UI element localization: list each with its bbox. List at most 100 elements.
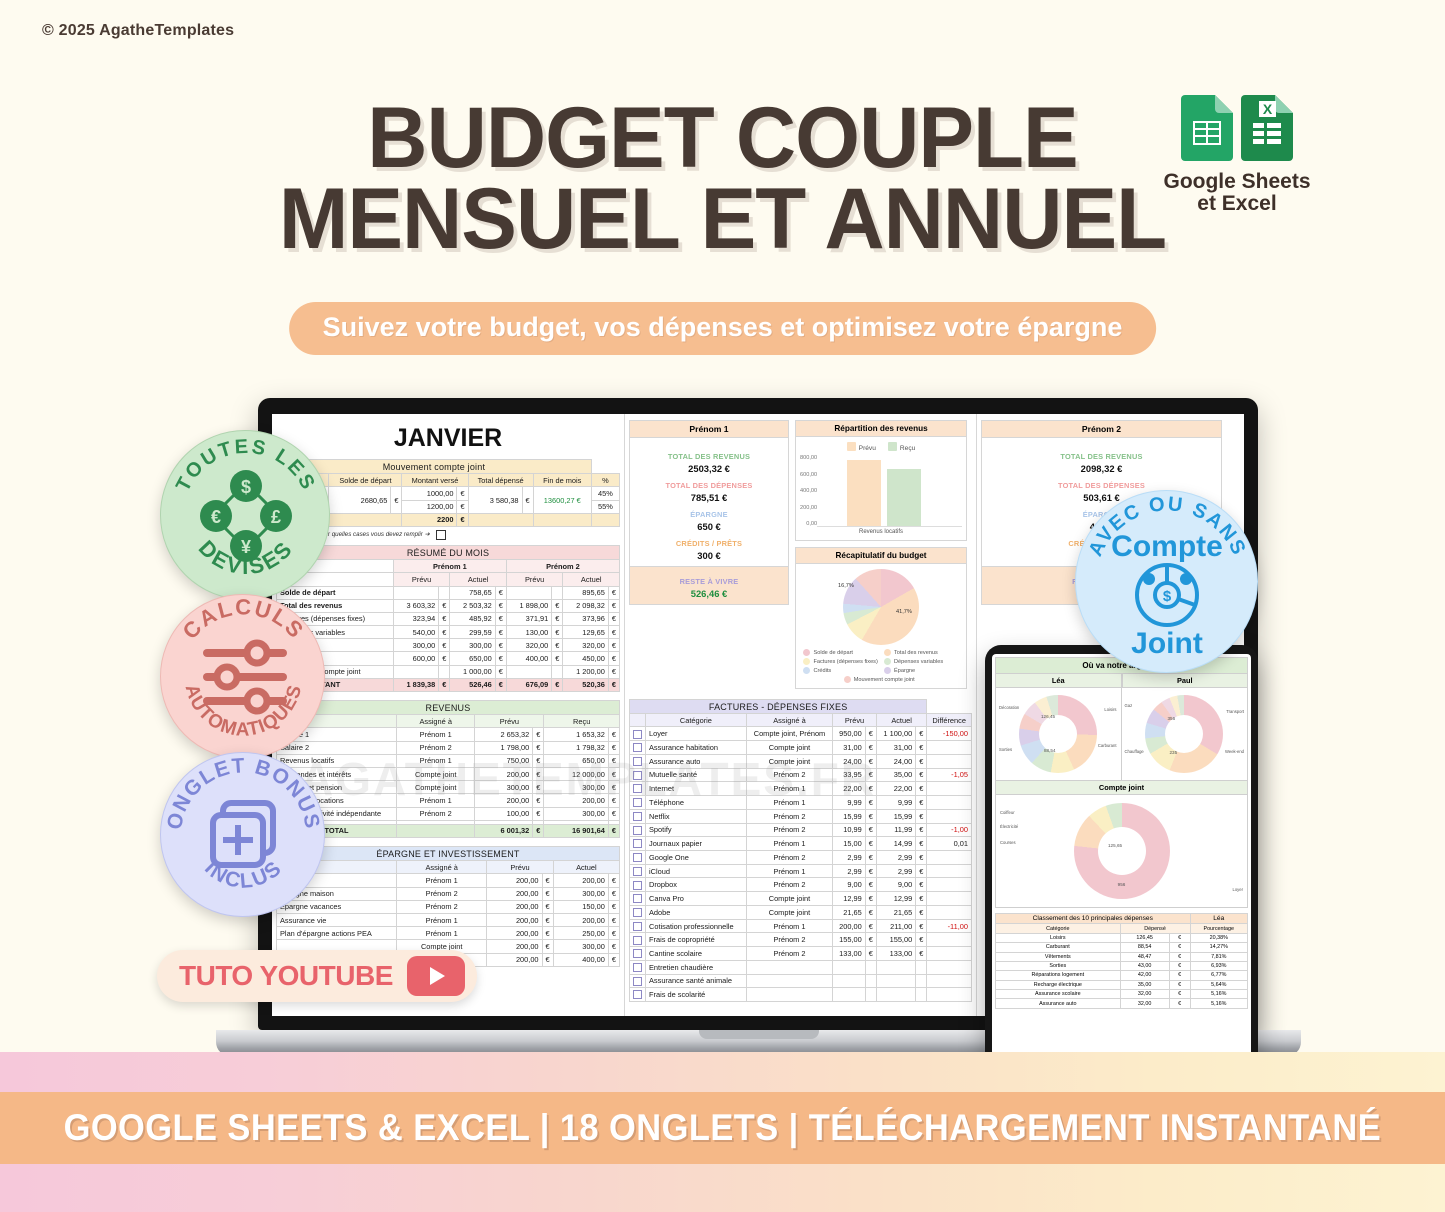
revenus-col-recu[interactable]: Reçu bbox=[543, 714, 620, 729]
table-cell: 9,00 bbox=[875, 877, 917, 893]
donut-paul-label-chauffage: Chauffage bbox=[1124, 749, 1144, 754]
table-cell: Loyer bbox=[645, 726, 747, 742]
table-row: Carburant 88,54 €14,27% bbox=[995, 942, 1249, 953]
row-checkbox[interactable] bbox=[629, 973, 646, 989]
axis-tick-label: 600,00 bbox=[800, 471, 818, 478]
col-total-depense[interactable]: Total dépensé bbox=[467, 473, 534, 488]
table-cell: 450,00 bbox=[562, 651, 609, 666]
summary-item-label: CRÉDITS / PRÊTS bbox=[675, 539, 743, 548]
row-checkbox[interactable] bbox=[629, 808, 646, 824]
badge-joint-line1: Compte bbox=[1111, 530, 1223, 563]
summary-item-value: 2503,32 € bbox=[688, 463, 730, 474]
table-cell bbox=[864, 987, 877, 1003]
table-cell: 750,00 bbox=[474, 753, 534, 768]
col-pct[interactable]: % bbox=[590, 473, 621, 488]
table-cell: Prénom 2 bbox=[395, 886, 488, 901]
table-cell: 9,00 bbox=[832, 877, 866, 893]
col-fin-de-mois[interactable]: Fin de mois bbox=[532, 473, 592, 488]
youtube-play-icon[interactable] bbox=[406, 956, 465, 996]
row-checkbox[interactable] bbox=[629, 877, 646, 893]
revenue-distribution-chart: Répartition des revenus Prévu Reçu 800,0… bbox=[795, 420, 967, 541]
row-checkbox[interactable] bbox=[629, 836, 646, 851]
axis-tick-label: 200,00 bbox=[800, 504, 818, 511]
table-cell: € bbox=[607, 952, 621, 967]
table-cell: 35,00 bbox=[1119, 979, 1170, 991]
monthly-summary-table: RÉSUMÉ DU MOIS Prénom 1 Prénom 2 Prévu A… bbox=[276, 544, 621, 693]
tablet-person-right: Paul bbox=[1121, 674, 1247, 688]
table-cell: 155,00 bbox=[875, 932, 917, 948]
resume-col-prevu-2[interactable]: Prévu bbox=[505, 572, 564, 587]
table-row: Adobe Compte joint 21,65 €21,65 € bbox=[629, 904, 972, 920]
row-checkbox[interactable] bbox=[629, 767, 646, 783]
donut-joint-value-loyer: 956 bbox=[1117, 881, 1126, 887]
table-cell: 133,00 bbox=[832, 946, 866, 961]
table-row: Revenus locatifs Prénom 1 750,00 €650,00 € bbox=[276, 753, 621, 768]
badge-joint-account: AVEC OU SANS Compte $ Joint bbox=[1075, 490, 1258, 673]
row-checkbox[interactable] bbox=[629, 726, 646, 742]
table-cell: 650,00 bbox=[449, 651, 496, 666]
row-checkbox[interactable] bbox=[629, 753, 646, 769]
factures-col-categorie[interactable]: Catégorie bbox=[645, 713, 747, 728]
table-row: Assurance habitation Compte joint 31,00 €31… bbox=[629, 740, 972, 755]
factures-col-prevu[interactable]: Prévu bbox=[832, 713, 877, 728]
ranking-person: Léa bbox=[1189, 912, 1249, 925]
svg-text:€: € bbox=[211, 507, 221, 527]
row-checkbox[interactable] bbox=[629, 946, 646, 961]
row-checkbox[interactable] bbox=[629, 740, 646, 755]
row-checkbox[interactable] bbox=[629, 987, 646, 1003]
table-cell: 31,00 bbox=[875, 740, 917, 755]
table-cell: 299,59 bbox=[449, 625, 496, 640]
table-cell: Recharge électrique bbox=[995, 979, 1121, 991]
fill-hint-checkbox[interactable] bbox=[435, 529, 446, 540]
revenus-col-assigne[interactable]: Assigné à bbox=[395, 714, 476, 729]
row-checkbox[interactable] bbox=[629, 795, 646, 810]
bar-prevu bbox=[847, 460, 882, 527]
revenus-title: REVENUS bbox=[276, 699, 620, 716]
row-checkbox[interactable] bbox=[629, 932, 646, 948]
table-cell: 200,00 bbox=[552, 912, 609, 928]
table-cell bbox=[915, 973, 928, 989]
row-checkbox[interactable] bbox=[629, 918, 646, 934]
table-cell: 43,00 bbox=[1119, 960, 1170, 972]
table-cell bbox=[926, 740, 972, 755]
table-row: Épargne maison Prénom 2 200,00 €300,00 € bbox=[276, 886, 621, 901]
resume-col-actuel-2[interactable]: Actuel bbox=[562, 572, 620, 587]
tuto-youtube-button[interactable]: TUTO YOUTUBE bbox=[157, 950, 477, 1002]
donut-joint-label-courses: Courses bbox=[1000, 840, 1016, 845]
factures-col-assigne[interactable]: Assigné à bbox=[745, 713, 834, 728]
table-cell bbox=[505, 664, 553, 679]
table-cell: 300,00 bbox=[552, 939, 609, 954]
epargne-col-actuel[interactable]: Actuel bbox=[552, 860, 621, 875]
revenus-col-prevu[interactable]: Prévu bbox=[474, 714, 545, 729]
table-cell: 320,00 bbox=[505, 638, 553, 653]
resume-col-prevu-1[interactable]: Prévu bbox=[392, 572, 451, 587]
factures-col-actuel[interactable]: Actuel bbox=[875, 713, 928, 728]
row-checkbox[interactable] bbox=[629, 863, 646, 879]
col-montant-verse[interactable]: Montant versé bbox=[401, 473, 469, 488]
epargne-col-assigne[interactable]: Assigné à bbox=[395, 860, 488, 875]
table-row: Revenus activité indépendante Prénom 2 100… bbox=[276, 806, 621, 821]
row-checkbox[interactable] bbox=[629, 849, 646, 865]
row-checkbox[interactable] bbox=[629, 959, 646, 975]
table-cell: 200,00 bbox=[486, 952, 543, 967]
ranking-col-depense[interactable]: Dépensé bbox=[1119, 923, 1191, 934]
factures-col-difference[interactable]: Différence bbox=[926, 713, 972, 728]
row-checkbox[interactable] bbox=[629, 822, 646, 838]
table-cell: € bbox=[532, 740, 545, 755]
row-checkbox[interactable] bbox=[629, 904, 646, 920]
table-cell: € bbox=[607, 873, 621, 888]
row-checkbox[interactable] bbox=[629, 891, 646, 906]
ranking-col-pourcentage[interactable]: Pourcentage bbox=[1189, 923, 1249, 934]
col-solde-depart[interactable]: Solde de départ bbox=[328, 473, 403, 488]
epargne-col-prevu[interactable]: Prévu bbox=[486, 860, 554, 875]
table-cell: € bbox=[915, 891, 928, 906]
table-cell: € bbox=[494, 625, 507, 640]
table-cell: Google One bbox=[645, 849, 747, 865]
row-checkbox[interactable] bbox=[629, 781, 646, 797]
table-cell: 48,47 bbox=[1119, 951, 1170, 962]
badge-bonus-tab: ONGLET BONUS INCLUS bbox=[160, 752, 325, 917]
ranking-col-categorie[interactable]: Catégorie bbox=[995, 923, 1121, 934]
resume-col-actuel-1[interactable]: Actuel bbox=[449, 572, 507, 587]
